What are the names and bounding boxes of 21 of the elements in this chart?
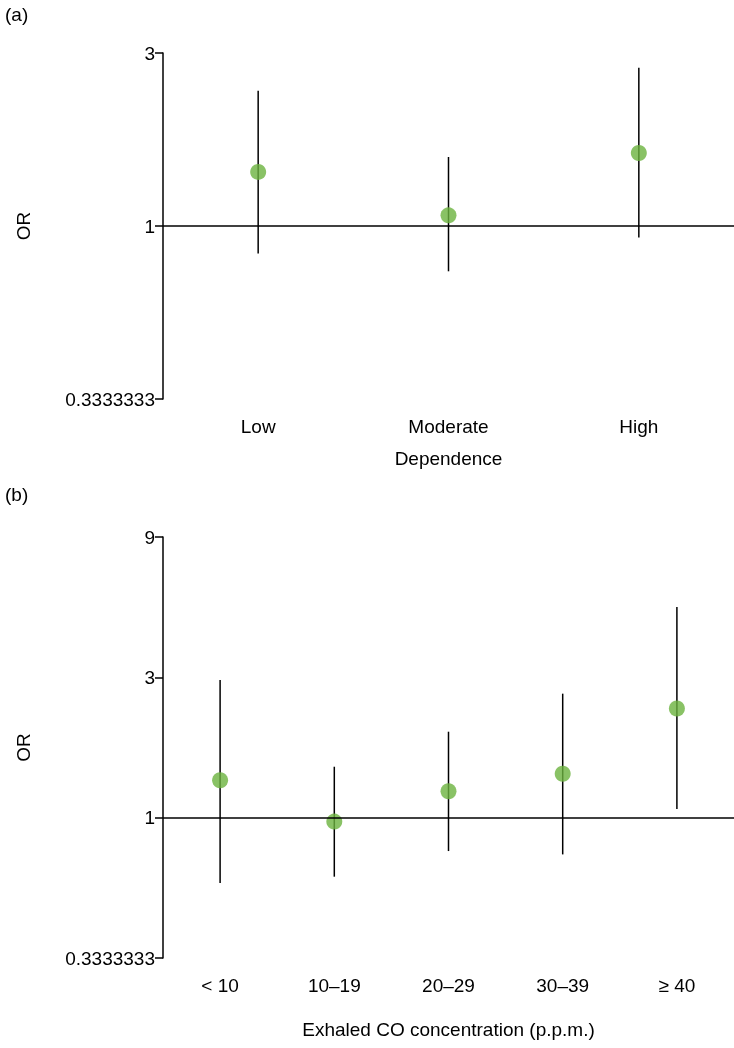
x-tick-label: Moderate	[408, 416, 489, 437]
x-axis-title: Exhaled CO concentration (p.p.m.)	[302, 1019, 595, 1040]
x-axis-title: Dependence	[394, 448, 503, 469]
y-tick-label: 3	[144, 42, 155, 64]
y-axis-title: OR	[13, 211, 34, 241]
chart-title: (a)	[5, 4, 29, 25]
x-tick-label: 20–29	[422, 975, 475, 996]
y-tick-label: 0.3333333	[65, 947, 155, 969]
y-tick-label: 1	[144, 807, 155, 829]
x-tick-label: 30–39	[536, 975, 590, 996]
y-tick-label: 0.3333333	[65, 388, 155, 410]
x-tick-label: < 10	[201, 975, 239, 996]
y-tick-label: 1	[144, 215, 155, 237]
x-tick-label: 10–19	[307, 975, 361, 996]
x-tick-label: ≥ 40	[658, 975, 696, 996]
y-tick-label: 9	[144, 526, 155, 548]
x-tick-label: Low	[240, 416, 276, 437]
x-tick-label: High	[619, 416, 659, 437]
chart-title: (b)	[5, 484, 29, 505]
y-axis-title: OR	[13, 733, 34, 762]
y-tick-label: 3	[144, 666, 155, 688]
